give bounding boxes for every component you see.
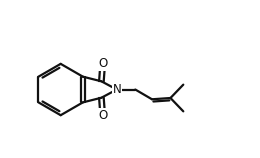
Text: O: O (98, 109, 107, 122)
Text: N: N (112, 83, 121, 96)
Text: O: O (98, 57, 107, 70)
